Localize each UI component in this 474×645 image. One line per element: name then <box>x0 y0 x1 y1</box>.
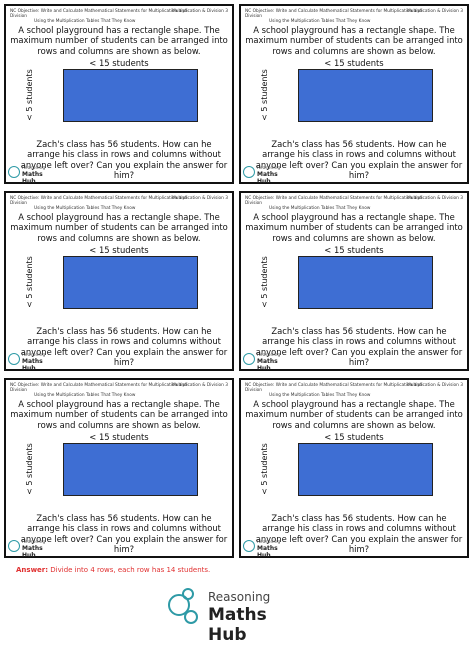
question-text: Zach's class has 56 students. How can he… <box>20 139 228 181</box>
reasoning-maths-hub-logo: Reasoning Maths Hub <box>8 165 52 185</box>
logo-top: Reasoning <box>257 166 281 171</box>
logo-bottom: Maths Hub <box>257 545 278 559</box>
width-label: < 15 students <box>89 432 149 442</box>
card-header: NC Objective: Write and Calculate Mathem… <box>245 383 425 399</box>
footer-logo-top: Reasoning <box>208 590 271 604</box>
width-label: < 15 students <box>324 245 384 255</box>
bubble-icon <box>8 166 20 178</box>
width-label: < 15 students <box>324 58 384 68</box>
topic-tag: Multiplication & Division 3 <box>171 196 228 201</box>
intro-text: A school playground has a rectangle shap… <box>10 399 228 430</box>
question-text: Zach's class has 56 students. How can he… <box>255 513 463 555</box>
task-card-6: NC Objective: Write and Calculate Mathem… <box>239 378 469 559</box>
topic-tag: Multiplication & Division 3 <box>171 9 228 14</box>
logo-bottom: Maths Hub <box>22 171 43 185</box>
height-label: < 5 students <box>25 69 34 121</box>
task-card-4: NC Objective: Write and Calculate Mathem… <box>239 191 469 372</box>
bubble-icon <box>8 540 20 552</box>
logo-top: Reasoning <box>257 540 281 545</box>
task-card-3: NC Objective: Write and Calculate Mathem… <box>4 191 234 372</box>
logo-bottom: Maths Hub <box>22 545 43 559</box>
bubble-icon <box>182 588 194 600</box>
bubble-icon <box>168 594 190 616</box>
playground-rectangle <box>63 256 198 309</box>
header-objective: NC Objective: Write and Calculate Mathem… <box>245 196 422 207</box>
height-label: < 5 students <box>25 443 34 495</box>
card-header: NC Objective: Write and Calculate Mathem… <box>245 196 425 212</box>
logo-top: Reasoning <box>22 166 46 171</box>
header-sub: Using the Multiplication Tables That The… <box>34 206 136 212</box>
playground-rectangle <box>298 443 433 496</box>
header-sub: Using the Multiplication Tables That The… <box>34 19 136 25</box>
playground-rectangle <box>63 443 198 496</box>
reasoning-maths-hub-logo: Reasoning Maths Hub <box>8 352 52 372</box>
question-text: Zach's class has 56 students. How can he… <box>255 326 463 368</box>
logo-top: Reasoning <box>22 540 46 545</box>
question-text: Zach's class has 56 students. How can he… <box>20 326 228 368</box>
header-objective: NC Objective: Write and Calculate Mathem… <box>10 383 187 394</box>
header-sub: Using the Multiplication Tables That The… <box>269 206 371 212</box>
topic-tag: Multiplication & Division 3 <box>406 9 463 14</box>
bubble-icon <box>8 353 20 365</box>
height-label: < 5 students <box>260 69 269 121</box>
height-label: < 5 students <box>260 256 269 308</box>
playground-rectangle <box>63 69 198 122</box>
topic-tag: Multiplication & Division 3 <box>406 196 463 201</box>
width-label: < 15 students <box>89 245 149 255</box>
logo-bottom: Maths Hub <box>257 358 278 372</box>
playground-rectangle <box>298 69 433 122</box>
answer-label: Answer: <box>16 566 49 574</box>
header-objective: NC Objective: Write and Calculate Mathem… <box>10 9 187 20</box>
card-header: NC Objective: Write and Calculate Mathem… <box>10 9 190 25</box>
topic-tag: Multiplication & Division 3 <box>406 383 463 388</box>
card-header: NC Objective: Write and Calculate Mathem… <box>10 383 190 399</box>
intro-text: A school playground has a rectangle shap… <box>10 25 228 56</box>
topic-tag: Multiplication & Division 3 <box>171 383 228 388</box>
intro-text: A school playground has a rectangle shap… <box>10 212 228 243</box>
width-label: < 15 students <box>89 58 149 68</box>
width-label: < 15 students <box>324 432 384 442</box>
intro-text: A school playground has a rectangle shap… <box>245 25 463 56</box>
bubble-icon <box>184 610 198 624</box>
logo-bottom: Maths Hub <box>257 171 278 185</box>
task-card-5: NC Objective: Write and Calculate Mathem… <box>4 378 234 559</box>
task-card-2: NC Objective: Write and Calculate Mathem… <box>239 4 469 185</box>
header-objective: NC Objective: Write and Calculate Mathem… <box>245 9 422 20</box>
header-objective: NC Objective: Write and Calculate Mathem… <box>245 383 422 394</box>
reasoning-maths-hub-logo: Reasoning Maths Hub <box>243 352 287 372</box>
question-text: Zach's class has 56 students. How can he… <box>20 513 228 555</box>
answer-line: Answer: Divide into 4 rows, each row has… <box>16 566 210 574</box>
playground-rectangle <box>298 256 433 309</box>
logo-top: Reasoning <box>22 353 46 358</box>
reasoning-maths-hub-logo: Reasoning Maths Hub <box>243 539 287 559</box>
intro-text: A school playground has a rectangle shap… <box>245 399 463 430</box>
task-card-1: NC Objective: Write and Calculate Mathem… <box>4 4 234 185</box>
bubble-icon <box>243 540 255 552</box>
height-label: < 5 students <box>25 256 34 308</box>
header-sub: Using the Multiplication Tables That The… <box>269 393 371 399</box>
bubble-icon <box>243 353 255 365</box>
card-header: NC Objective: Write and Calculate Mathem… <box>10 196 190 212</box>
reasoning-maths-hub-logo: Reasoning Maths Hub <box>8 539 52 559</box>
header-sub: Using the Multiplication Tables That The… <box>34 393 136 399</box>
question-text: Zach's class has 56 students. How can he… <box>255 139 463 181</box>
card-header: NC Objective: Write and Calculate Mathem… <box>245 9 425 25</box>
logo-top: Reasoning <box>257 353 281 358</box>
height-label: < 5 students <box>260 443 269 495</box>
reasoning-maths-hub-logo: Reasoning Maths Hub <box>243 165 287 185</box>
header-sub: Using the Multiplication Tables That The… <box>269 19 371 25</box>
answer-text: Divide into 4 rows, each row has 14 stud… <box>50 566 211 574</box>
logo-bottom: Maths Hub <box>22 358 43 372</box>
footer-logo: Reasoning Maths Hub <box>168 588 310 645</box>
header-objective: NC Objective: Write and Calculate Mathem… <box>10 196 187 207</box>
intro-text: A school playground has a rectangle shap… <box>245 212 463 243</box>
bubble-icon <box>243 166 255 178</box>
footer-logo-bottom: Maths Hub <box>208 605 267 645</box>
